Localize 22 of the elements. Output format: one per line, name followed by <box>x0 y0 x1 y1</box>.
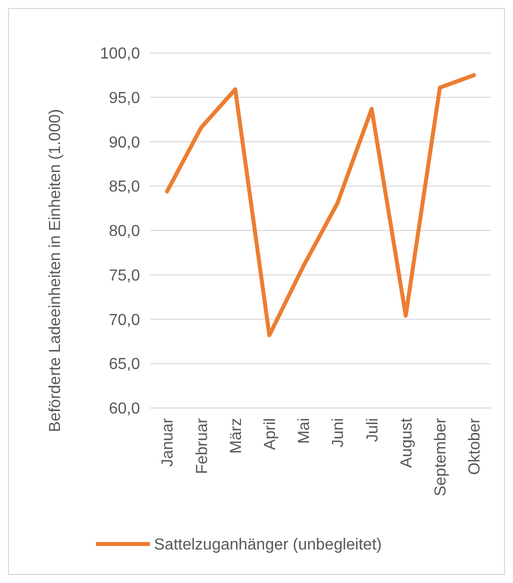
legend-label: Sattelzuganhänger (unbegleitet) <box>154 536 382 554</box>
x-tick-label: Februar <box>194 417 211 474</box>
y-tick-label: 60,0 <box>108 400 140 418</box>
x-tick-label: Mai <box>296 418 314 444</box>
x-tick-label: Januar <box>160 417 177 467</box>
y-tick-label: 65,0 <box>108 356 140 374</box>
x-tick-label: August <box>398 417 416 468</box>
y-tick-label: 95,0 <box>108 90 140 107</box>
y-tick-label: 90,0 <box>108 134 140 152</box>
x-tick-label: Oktober <box>466 417 484 475</box>
y-tick-label: 100,0 <box>100 46 140 63</box>
x-tick-label: April <box>262 418 279 450</box>
y-tick-label: 85,0 <box>108 178 140 196</box>
y-axis-title: Beförderte Ladeeinheiten in Einheiten (1.000) <box>47 109 64 432</box>
y-tick-label: 80,0 <box>108 223 140 240</box>
y-tick-label: 75,0 <box>108 267 140 284</box>
y-tick-label: 70,0 <box>108 312 140 329</box>
x-tick-label: Juni <box>330 418 348 448</box>
x-tick-label: September <box>432 417 450 496</box>
line-series <box>165 73 476 338</box>
x-tick-label: März <box>228 418 245 454</box>
x-tick-label: Juli <box>364 418 382 442</box>
